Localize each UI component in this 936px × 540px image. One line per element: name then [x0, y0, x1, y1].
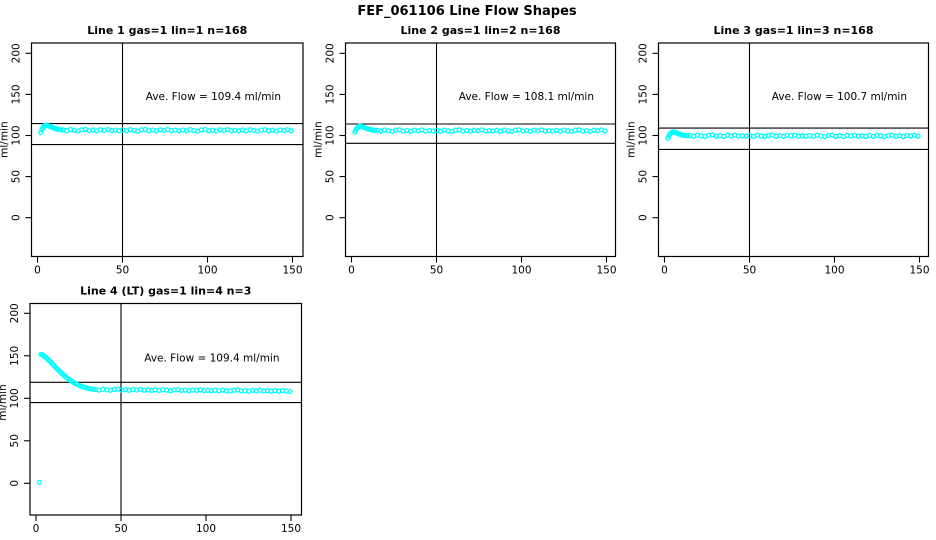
- x-tick-label: 0: [661, 265, 668, 277]
- x-tick-label: 50: [430, 265, 443, 277]
- y-tick-label: 50: [325, 170, 337, 183]
- data-point: [36, 479, 43, 486]
- panel-line-4: Line 4 (LT) gas=1 lin=4 n=3 0 50 100 150 0 50 1…: [0, 285, 303, 535]
- data-point: [684, 133, 691, 139]
- x-tick-label: 100: [511, 265, 531, 277]
- data-points: [665, 129, 921, 141]
- y-tick-label: 0: [9, 480, 21, 487]
- y-tick-label: 150: [11, 84, 23, 104]
- x-tick-label: 0: [34, 265, 41, 277]
- panels-container: Line 1 gas=1 lin=1 n=168 0 50 100 150 0 50 100 1…: [0, 24, 930, 535]
- data-points: [352, 123, 608, 135]
- data-point: [57, 127, 64, 133]
- y-tick-label: 100: [638, 125, 650, 145]
- y-axis-label: ml/min: [0, 384, 9, 420]
- y-tick-label: 200: [638, 43, 650, 63]
- y-axis-label: ml/min: [313, 121, 325, 157]
- y-tick-label: 200: [9, 303, 21, 323]
- y-tick-label: 50: [9, 434, 21, 447]
- data-point: [90, 386, 97, 392]
- y-tick-label: 0: [638, 214, 650, 221]
- x-tick-label: 100: [824, 265, 844, 277]
- y-axis-label: ml/min: [0, 121, 11, 157]
- panel-line-3: Line 3 gas=1 lin=3 n=168 0 50 100 150 0 50 100 1…: [626, 24, 930, 277]
- panel-line-1: Line 1 gas=1 lin=1 n=168 0 50 100 150 0 50 100 1…: [0, 24, 304, 277]
- x-tick-label: 0: [33, 523, 40, 535]
- y-tick-label: 150: [638, 84, 650, 104]
- x-tick-label: 50: [743, 265, 756, 277]
- panel-title: Line 1 gas=1 lin=1 n=168: [87, 24, 247, 37]
- x-tick-label: 0: [348, 265, 355, 277]
- data-point: [38, 129, 44, 136]
- y-tick-label: 0: [11, 214, 23, 221]
- data-points: [38, 122, 294, 136]
- y-tick-label: 50: [11, 170, 23, 183]
- panel-title: Line 2 gas=1 lin=2 n=168: [400, 24, 560, 37]
- y-tick-label: 150: [325, 84, 337, 104]
- data-point: [288, 128, 294, 134]
- data-point: [602, 128, 608, 134]
- figure-title: FEF_061106 Line Flow Shapes: [357, 4, 577, 19]
- panel-title: Line 4 (LT) gas=1 lin=4 n=3: [80, 285, 251, 298]
- x-tick-label: 100: [196, 523, 216, 535]
- x-tick-label: 150: [596, 265, 616, 277]
- plot-frame: [344, 42, 617, 258]
- plot-frame: [30, 42, 304, 258]
- plot-frame: [29, 302, 303, 516]
- panel-line-2: Line 2 gas=1 lin=2 n=168 0 50 100 150 0 50 100 1…: [313, 24, 617, 277]
- x-tick-label: 150: [909, 265, 929, 277]
- y-tick-label: 100: [325, 125, 337, 145]
- y-axis-label: ml/min: [626, 121, 638, 157]
- x-tick-label: 50: [116, 265, 129, 277]
- y-tick-label: 150: [9, 346, 21, 366]
- ave-flow-annotation: Ave. Flow = 100.7 ml/min: [772, 91, 907, 103]
- ave-flow-annotation: Ave. Flow = 109.4 ml/min: [146, 91, 281, 103]
- data-point: [915, 133, 921, 139]
- data-points: [36, 351, 293, 486]
- data-point: [371, 127, 378, 134]
- ave-flow-annotation: Ave. Flow = 109.4 ml/min: [144, 352, 279, 364]
- y-tick-label: 100: [9, 388, 21, 408]
- x-tick-label: 50: [114, 523, 127, 535]
- data-point: [287, 388, 293, 395]
- y-tick-label: 50: [638, 170, 650, 183]
- ave-flow-annotation: Ave. Flow = 108.1 ml/min: [459, 91, 594, 103]
- y-tick-label: 200: [325, 43, 337, 63]
- y-tick-label: 100: [11, 125, 23, 145]
- x-tick-label: 150: [281, 523, 301, 535]
- x-tick-label: 150: [282, 265, 302, 277]
- x-tick-label: 100: [197, 265, 217, 277]
- panel-title: Line 3 gas=1 lin=3 n=168: [713, 24, 873, 37]
- y-tick-label: 0: [325, 214, 337, 221]
- y-tick-label: 200: [11, 43, 23, 63]
